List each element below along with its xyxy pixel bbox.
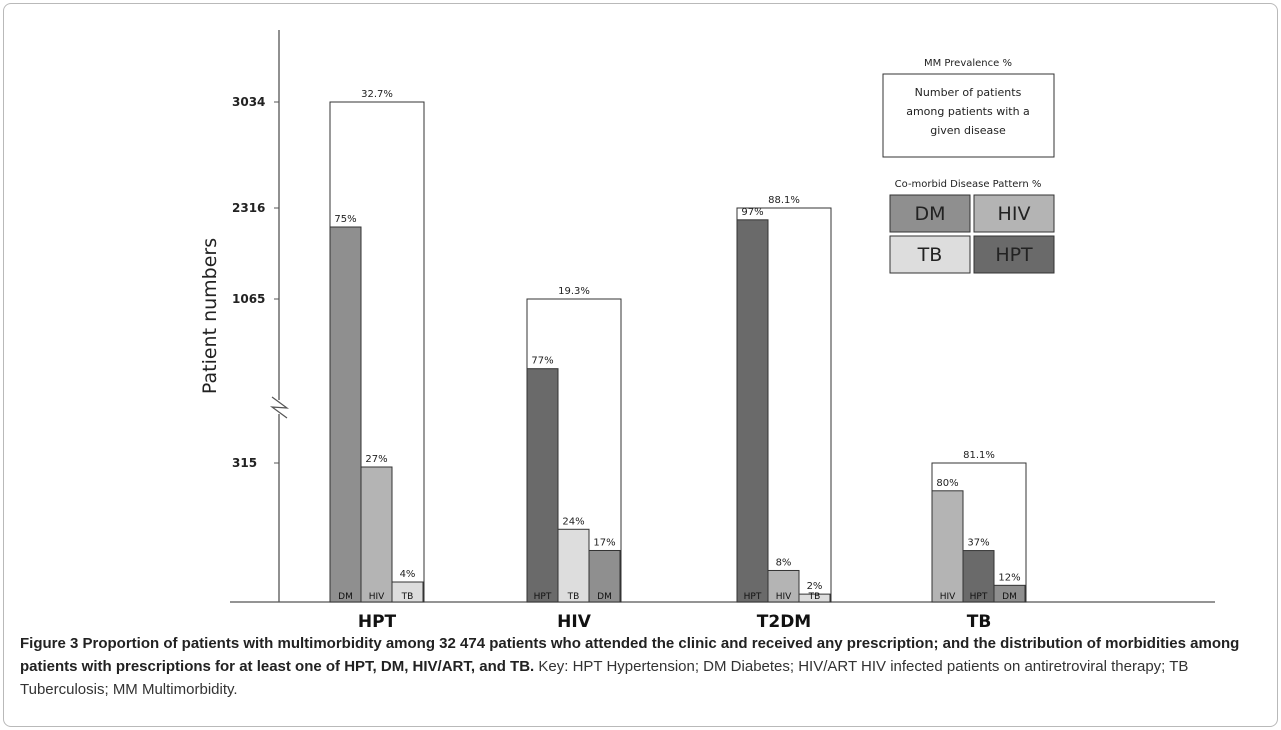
y-tick-label: 1065 (232, 292, 265, 306)
bar-group-hpt: 32.7% 75% DM 27% HIV 4% TB HPT (329, 89, 425, 630)
bar-disease-label: HPT (744, 592, 762, 602)
category-label: HPT (358, 612, 397, 630)
bar-percent-label: 2% (807, 581, 823, 592)
bar-disease-label: TB (401, 592, 414, 602)
mm-prevalence-label: 88.1% (768, 195, 800, 206)
bar-disease-label: HPT (534, 592, 552, 602)
bar-disease-label: HPT (970, 592, 988, 602)
bar-dm (329, 226, 362, 603)
y-axis-title: Patient numbers (199, 238, 221, 394)
bar-percent-label: 77% (531, 356, 553, 367)
legend-mm-line: given disease (930, 124, 1006, 137)
legend-comorbid-title: Co-morbid Disease Pattern % (895, 179, 1042, 190)
chart-axes: 3034 2316 1065 315 Patient numbers (199, 30, 1215, 603)
category-label: T2DM (757, 612, 811, 630)
figure-caption: Figure 3 Proportion of patients with mul… (20, 632, 1270, 701)
figure-frame (3, 3, 1278, 727)
legend-swatch-label: HPT (995, 244, 1033, 266)
y-tick-label: 3034 (232, 95, 265, 109)
bar-tb (557, 528, 590, 603)
bar-disease-label: DM (338, 592, 353, 602)
bar-groups: 32.7%75%DM27%HIV4%TBHPT19.3%77%HPT24%TB1… (329, 89, 1027, 630)
bar-hiv (360, 466, 393, 603)
y-tick-label: 315 (232, 456, 257, 470)
bar-percent-label: 37% (967, 538, 989, 549)
bar-disease-label: HIV (940, 592, 956, 602)
bar-hiv (767, 569, 800, 603)
bar-percent-label: 24% (562, 516, 584, 527)
legend-mm-line: among patients with a (906, 105, 1030, 118)
bar-hpt (962, 550, 995, 603)
bar-disease-label: HIV (776, 592, 792, 602)
bar-percent-label: 80% (936, 478, 958, 489)
bar-group-tb: 81.1% 80% HIV 37% HPT 12% DM TB (931, 450, 1027, 630)
bar-percent-label: 12% (998, 572, 1020, 583)
bar-percent-label: 75% (334, 214, 356, 225)
mm-prevalence-label: 81.1% (963, 450, 995, 461)
legend-mm-line: Number of patients (915, 86, 1022, 99)
legend-mm-box (882, 73, 1055, 158)
chart: 3034 2316 1065 315 Patient numbers 32.7% 75% D… (199, 30, 1215, 630)
bar-tb (798, 593, 831, 603)
mm-prevalence-label: 19.3% (558, 286, 590, 297)
legend-swatch-dm (889, 194, 971, 233)
bar-percent-label: 27% (365, 454, 387, 465)
bar-hpt (736, 219, 769, 603)
legend-mm-title: MM Prevalence % (924, 58, 1012, 69)
bar-percent-label: 4% (400, 569, 416, 580)
legend-swatch-label: HIV (998, 203, 1031, 225)
bar-disease-label: DM (1002, 592, 1017, 602)
caption-key: Key: HPT Hypertension; DM Diabetes; HIV/… (20, 658, 1189, 698)
legend-swatch-hiv (973, 194, 1055, 233)
bar-hpt (526, 368, 559, 603)
bar-disease-label: TB (567, 592, 580, 602)
bar-percent-label: 97% (741, 207, 763, 218)
y-tick-label: 2316 (232, 201, 265, 215)
bar-disease-label: DM (597, 592, 612, 602)
axis-break-marker (269, 396, 290, 419)
legend-swatch-label: DM (914, 203, 945, 225)
category-label: HIV (557, 612, 592, 630)
bar-group-t2dm: 88.1% 97% HPT 8% HIV 2%TB T2DM (736, 195, 832, 630)
bar-tb (391, 581, 424, 603)
legend-swatch-hpt (973, 235, 1055, 274)
mm-prevalence-label: 32.7% (361, 89, 393, 100)
category-label: TB (967, 612, 992, 630)
bar-disease-label: TB (808, 592, 821, 602)
bar-hiv (931, 490, 964, 603)
bar-dm (588, 549, 621, 603)
legend-swatch-label: TB (917, 244, 943, 266)
bar-disease-label: HIV (369, 592, 385, 602)
bar-percent-label: 17% (593, 537, 615, 548)
bar-group-hiv: 19.3% 77% HPT 24% TB 17% DM HIV (526, 286, 622, 630)
chart-legend: MM Prevalence % Number of patients among p… (882, 58, 1055, 274)
bar-dm (993, 584, 1026, 603)
caption-title: Figure 3 Proportion of patients with mul… (20, 635, 1240, 675)
legend-swatch-tb (889, 235, 971, 274)
bar-percent-label: 8% (776, 557, 792, 568)
